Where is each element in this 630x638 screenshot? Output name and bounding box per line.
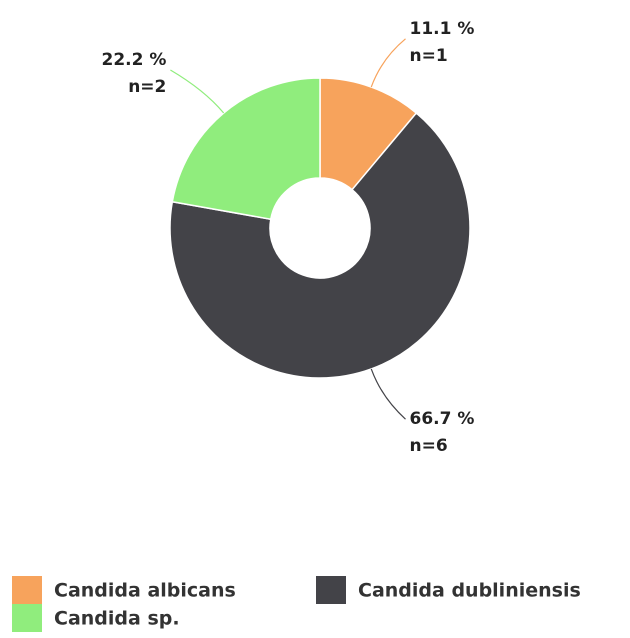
data-label: 66.7 % <box>410 409 475 429</box>
legend-swatch <box>12 576 42 604</box>
leader-line <box>370 368 406 420</box>
leader-line <box>170 69 225 114</box>
count-label: n=2 <box>128 77 166 97</box>
legend-label: Candida albicans <box>54 580 236 602</box>
data-label: 11.1 % <box>410 19 475 39</box>
legend-swatch <box>12 604 42 632</box>
legend-swatch <box>316 576 346 604</box>
data-label: 22.2 % <box>101 50 166 70</box>
count-label: n=1 <box>410 46 448 66</box>
slice <box>319 77 418 191</box>
count-label: n=6 <box>410 436 448 456</box>
slice <box>171 77 321 221</box>
leader-line <box>370 38 406 88</box>
legend-label: Candida dubliniensis <box>358 580 581 602</box>
legend-label: Candida sp. <box>54 608 180 630</box>
slice <box>169 111 471 379</box>
